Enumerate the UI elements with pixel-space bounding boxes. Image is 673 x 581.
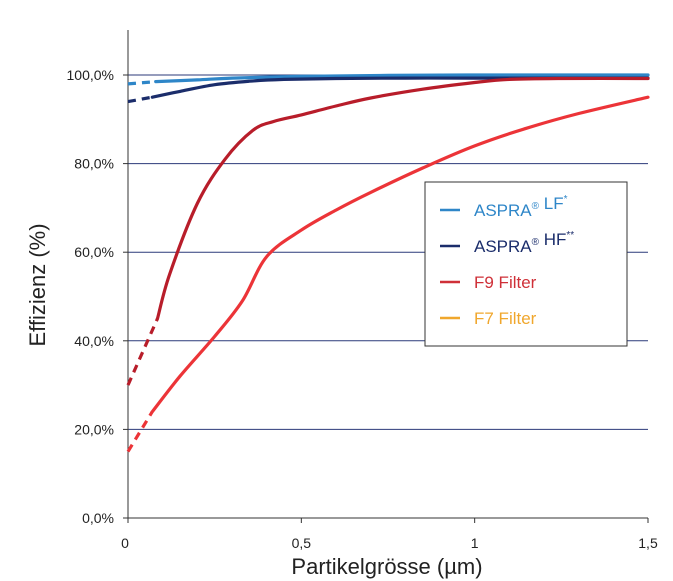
y-tick-label: 0,0%: [82, 510, 114, 526]
x-tick-label: 1: [471, 535, 479, 551]
legend-text-part: ASPRA: [474, 237, 532, 256]
x-tick-label: 0,5: [292, 535, 312, 551]
y-tick-label: 60,0%: [74, 244, 114, 260]
y-tick-label: 40,0%: [74, 333, 114, 349]
legend-text-part: LF: [539, 194, 564, 213]
series-aspra-lf-dashed-segment: [127, 80, 156, 86]
series-f9-filter-dashed-segment: [126, 318, 159, 386]
legend-superscript: *: [564, 194, 568, 205]
x-tick-label: 1,5: [638, 535, 658, 551]
legend-text-part: HF: [539, 230, 566, 249]
series-aspra-lf-line: [154, 73, 650, 84]
legend-item-f9-filter: F9 Filter: [440, 273, 537, 292]
legend-item-f7-filter: F7 Filter: [440, 309, 537, 328]
legend-label: F7 Filter: [474, 309, 537, 328]
legend-text-part: F9 Filter: [474, 273, 537, 292]
y-tick-label: 100,0%: [67, 67, 114, 83]
legend-text-part: F7 Filter: [474, 309, 537, 328]
x-axis-title: Partikelgrösse (µm): [291, 554, 482, 579]
y-axis-title: Effizienz (%): [25, 223, 50, 346]
x-tick-label: 0: [121, 535, 129, 551]
legend-superscript: **: [566, 230, 574, 241]
legend-superscript: ®: [532, 201, 540, 212]
legend-item-aspra-lf: ASPRA® LF*: [440, 194, 568, 220]
legend-label: ASPRA® HF**: [474, 230, 574, 256]
series-f9-filter-line: [155, 76, 650, 321]
series-aspra-hf: [127, 76, 650, 104]
x-ticks: 0 0,5 1 1,5: [121, 518, 658, 551]
legend-text-part: ASPRA: [474, 201, 532, 220]
series-layer: [126, 73, 650, 453]
series-f9-filter: [126, 76, 650, 386]
axes: [127, 30, 648, 519]
series-f7-filter-line: [150, 95, 650, 414]
legend-label: F9 Filter: [474, 273, 537, 292]
legend-label: ASPRA® LF*: [474, 194, 568, 220]
y-tick-label: 80,0%: [74, 156, 114, 172]
legend-item-aspra-hf: ASPRA® HF**: [440, 230, 574, 256]
series-aspra-lf: [127, 73, 650, 86]
series-f7-filter-dashed-segment: [126, 410, 154, 453]
legend-superscript: ®: [532, 237, 540, 248]
y-ticks: 0,0% 20,0% 40,0% 60,0% 80,0% 100,0%: [67, 67, 128, 526]
series-aspra-hf-dashed-segment: [127, 95, 153, 104]
series-f7-filter: [126, 95, 650, 453]
y-tick-label: 20,0%: [74, 421, 114, 437]
